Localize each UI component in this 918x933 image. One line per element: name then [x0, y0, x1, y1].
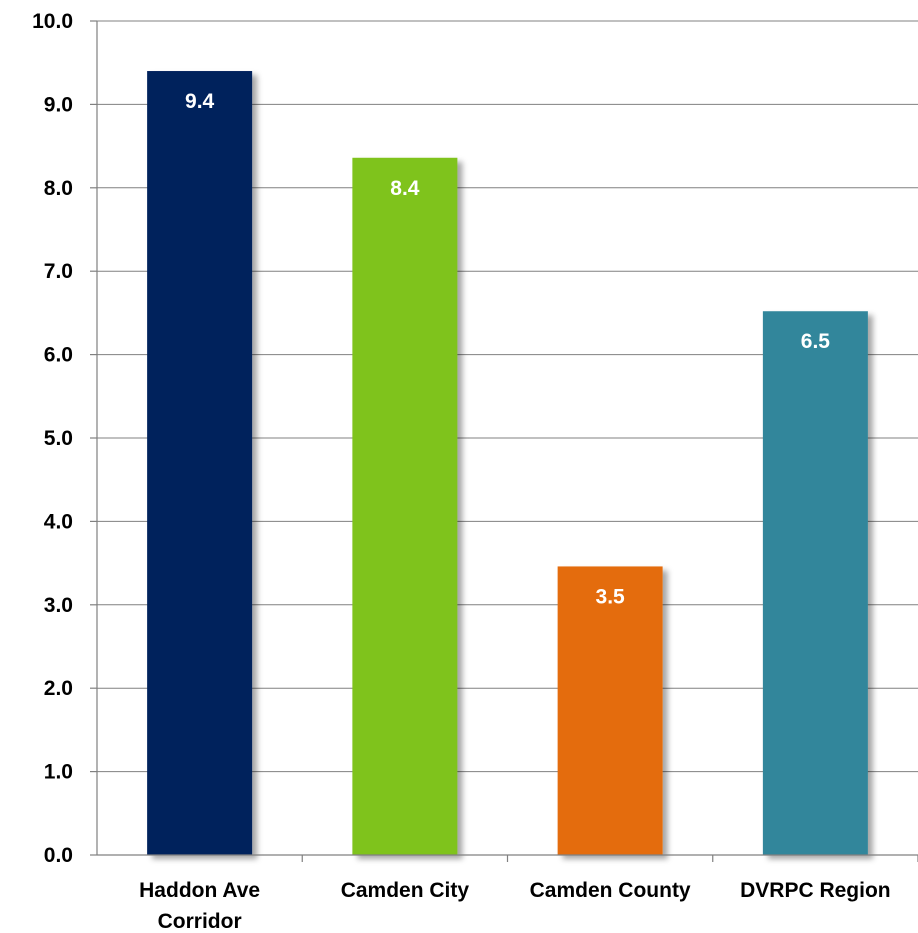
x-category-label: Camden County [530, 879, 691, 902]
bar [557, 566, 663, 855]
bar [147, 71, 253, 856]
bar [762, 311, 868, 855]
y-tick-label: 10.0 [32, 10, 73, 33]
data-labels: 9.4 8.4 3.5 6.5 [185, 90, 830, 608]
y-tick-label: 3.0 [44, 594, 73, 617]
y-tick-label: 5.0 [44, 427, 73, 450]
y-tick-label: 7.0 [44, 260, 73, 283]
data-label: 6.5 [801, 330, 831, 353]
x-category-label: Haddon Ave [139, 879, 260, 902]
data-label: 9.4 [185, 90, 215, 113]
data-label: 3.5 [596, 585, 626, 608]
y-axis-tick-labels: 0.0 1.0 2.0 3.0 4.0 5.0 6.0 7.0 8.0 9.0 10.0 [32, 10, 73, 867]
x-category-label: DVRPC Region [740, 879, 891, 902]
y-tick-label: 2.0 [44, 677, 73, 700]
y-tick-label: 6.0 [44, 344, 73, 367]
bar [352, 157, 458, 855]
data-label: 8.4 [390, 177, 420, 200]
bars [147, 71, 868, 856]
x-axis-category-labels: Haddon Ave Corridor Camden City Camden Coun… [139, 879, 890, 933]
x-category-label: Corridor [158, 910, 242, 933]
y-tick-label: 1.0 [44, 761, 73, 784]
x-category-label: Camden City [341, 879, 470, 902]
y-tick-label: 9.0 [44, 93, 73, 116]
axes [90, 20, 918, 862]
y-tick-label: 0.0 [44, 844, 73, 867]
y-tick-label: 4.0 [44, 510, 73, 533]
y-tick-label: 8.0 [44, 177, 73, 200]
